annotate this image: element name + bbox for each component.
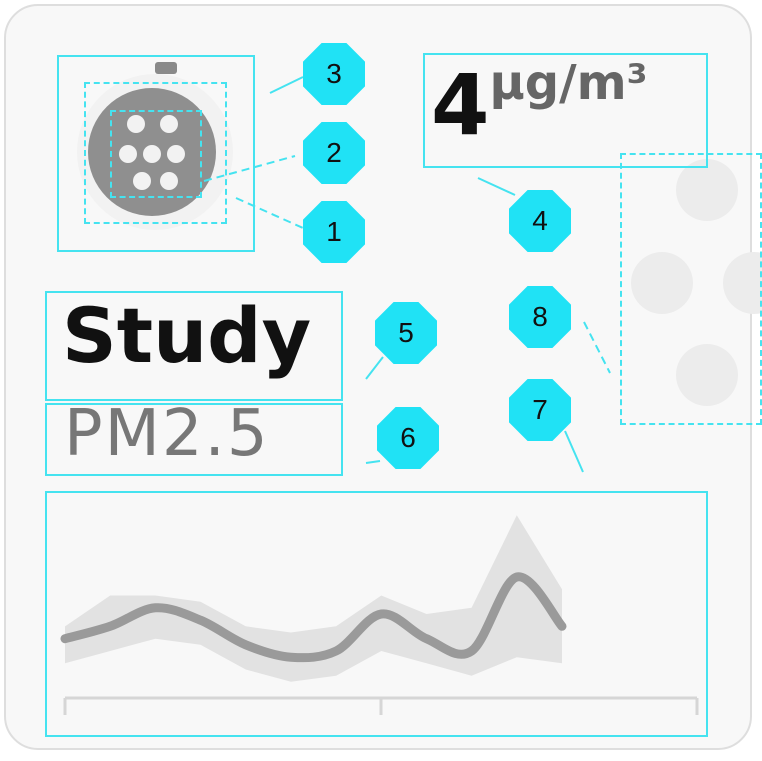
reading-highlight [423,53,708,168]
sensor-body-highlight [84,82,227,224]
subtitle-highlight [45,403,343,476]
reading-value: 4 [431,56,490,154]
pm-reading: 4µg/m³ [431,59,648,147]
chart-series-line [60,572,567,663]
callout-badge: 3 [303,43,365,105]
callout-badge: 1 [303,201,365,263]
callout-badge: 6 [377,407,439,469]
callout-badge: 7 [509,379,571,441]
callout-badge: 5 [375,302,437,364]
reading-unit: µg/m³ [489,55,648,111]
chart-highlight [45,491,708,737]
tile-subtitle: PM2.5 [64,397,270,471]
sensor-icon-highlight [57,55,255,252]
sensor-holes-highlight [110,110,202,198]
callout-badge: 8 [509,286,571,348]
air-sensor-icon [77,62,233,230]
decorative-dots [631,159,762,406]
dots-highlight [620,153,762,425]
title-highlight [45,291,343,401]
callout-badge: 4 [509,190,571,252]
chart-x-axis [63,696,699,715]
callout-badge: 2 [303,122,365,184]
pm-trend-chart [60,515,699,715]
tile-title: Study [62,291,312,380]
